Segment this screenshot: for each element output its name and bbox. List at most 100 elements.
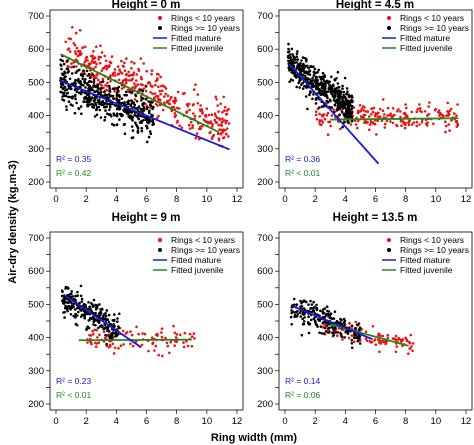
juvenile-point [213,112,217,115]
mature-point [130,125,134,128]
mature-point [113,313,116,316]
mature-point [108,108,111,112]
juvenile-point [329,124,333,128]
juvenile-point [412,121,416,124]
mature-point [311,97,314,101]
juvenile-point [366,339,369,343]
juvenile-point [118,68,121,72]
points-group [60,284,196,358]
juvenile-point [407,120,411,123]
juvenile-point [416,107,420,111]
juvenile-point [159,92,162,96]
juvenile-point [397,108,400,111]
mature-point [313,67,317,71]
juvenile-point [140,343,144,347]
juvenile-point [378,350,381,354]
legend-label: Rings < 10 years [400,235,464,245]
y-tick-label: 700 [28,233,44,244]
juvenile-point [211,125,214,128]
mature-point [67,95,70,99]
juvenile-point [456,103,459,106]
juvenile-point [326,133,330,136]
juvenile-point [182,345,186,349]
legend-label: Rings < 10 years [171,235,235,245]
mature-point [104,317,107,320]
mature-point [72,65,75,68]
juvenile-point [187,102,191,106]
mature-point [88,100,92,103]
juvenile-point [213,118,217,122]
mature-point [341,84,344,88]
juvenile-point [113,68,117,71]
mature-point [140,99,143,102]
mature-point [104,333,107,337]
mature-point [86,96,89,100]
mature-point [287,66,291,69]
legend-label: Rings >= 10 years [400,23,469,33]
mature-point [302,307,306,310]
mature-point [320,105,324,108]
mature-point [341,95,344,99]
juvenile-point [418,107,422,110]
mature-point [144,84,148,88]
mature-point [87,319,91,322]
mature-point [312,300,316,304]
mature-point [104,312,107,315]
juvenile-point [379,107,382,111]
juvenile-point [166,99,169,103]
mature-point [300,305,304,308]
mature-point [96,100,100,104]
mature-point [350,120,354,123]
mature-point [296,313,300,316]
mature-point [288,53,292,56]
juvenile-point [155,72,159,76]
mature-point [304,300,308,304]
mature-point [114,114,118,117]
legend-marker [158,248,162,252]
mature-point [69,103,73,106]
mature-point [65,305,68,309]
juvenile-point [124,73,128,77]
mature-point [59,85,63,89]
juvenile-point [73,50,77,53]
juvenile-point [112,352,116,355]
juvenile-point [199,125,202,128]
mature-point [88,305,91,309]
juvenile-point [192,88,196,91]
mature-point [331,331,334,335]
mature-point [314,98,318,101]
legend-label: Rings >= 10 years [171,23,240,33]
mature-point [309,307,312,310]
mature-point [339,100,342,104]
panel-title: Height = 9 m [112,212,181,224]
juvenile-point [122,65,126,68]
mature-point [79,284,83,288]
mature-point [123,101,126,104]
mature-point [290,47,294,51]
juvenile-point [129,73,132,77]
mature-point [287,55,290,59]
mature-point [61,59,65,63]
juvenile-point [360,115,363,119]
mature-point [126,110,130,113]
juvenile-point [196,93,200,96]
juvenile-point [113,346,117,350]
mature-point [74,322,78,326]
juvenile-point [92,61,96,64]
mature-point [136,126,140,130]
y-tick-label: 600 [257,266,273,277]
mature-point [70,72,74,75]
y-tick-label: 700 [28,11,44,22]
mature-point [72,314,75,318]
mature-point [330,106,334,109]
mature-point [131,129,135,132]
juvenile-point [83,60,87,64]
mature-point [111,102,114,106]
juvenile-point [336,334,339,338]
juvenile-point [100,51,104,54]
juvenile-point [189,120,193,124]
mature-point [144,98,148,101]
juvenile-point [330,114,334,117]
mature-point [305,86,308,89]
mature-point [308,78,312,81]
